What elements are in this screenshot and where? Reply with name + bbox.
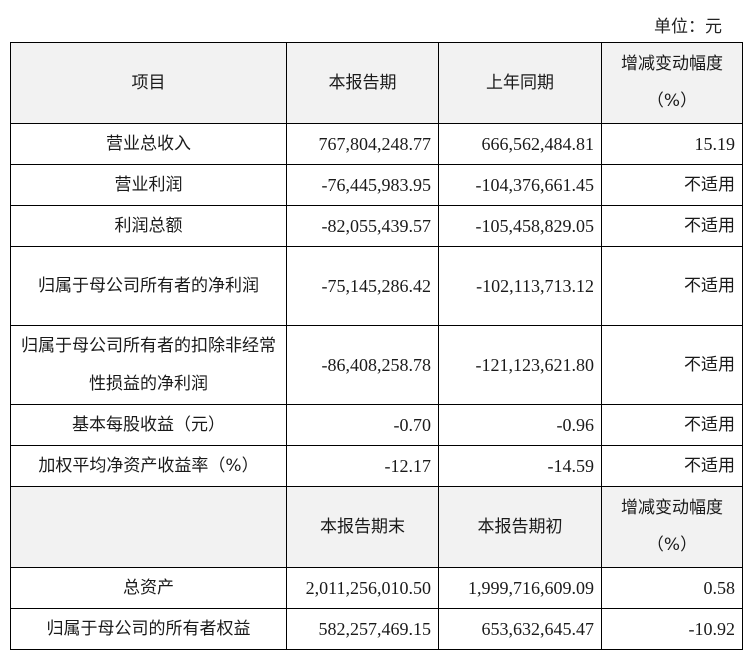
subheader-change-pct: 增减变动幅度（%）: [601, 486, 743, 568]
row-change-value: 不适用: [601, 205, 743, 247]
table-header-row: 项目 本报告期 上年同期 增减变动幅度（%）: [10, 42, 743, 124]
row-current-value: -86,408,258.78: [286, 325, 439, 405]
row-current-value: -82,055,439.57: [286, 205, 439, 247]
row-label: 总资产: [10, 567, 287, 609]
table-row: 归属于母公司的所有者权益 582,257,469.15 653,632,645.…: [10, 608, 743, 650]
row-prior-value: -0.96: [438, 404, 602, 446]
row-label: 归属于母公司所有者的扣除非经常性损益的净利润: [10, 325, 287, 405]
row-prior-value: -104,376,661.45: [438, 164, 602, 206]
row-change-value: 不适用: [601, 164, 743, 206]
row-change-value: -10.92: [601, 608, 743, 650]
subheader-period-end: 本报告期末: [286, 486, 439, 568]
financial-summary-table: 项目 本报告期 上年同期 增减变动幅度（%） 营业总收入 767,804,248…: [10, 42, 743, 650]
header-current-period: 本报告期: [286, 42, 439, 124]
row-prior-value: 1,999,716,609.09: [438, 567, 602, 609]
row-prior-value: 666,562,484.81: [438, 123, 602, 165]
unit-label: 单位：元: [654, 17, 722, 37]
table-row: 加权平均净资产收益率（%） -12.17 -14.59 不适用: [10, 445, 743, 487]
table-row: 总资产 2,011,256,010.50 1,999,716,609.09 0.…: [10, 567, 743, 609]
table-row: 营业总收入 767,804,248.77 666,562,484.81 15.1…: [10, 123, 743, 165]
subheader-period-start: 本报告期初: [438, 486, 602, 568]
row-change-value: 0.58: [601, 567, 743, 609]
row-label: 营业利润: [10, 164, 287, 206]
table-row: 归属于母公司所有者的扣除非经常性损益的净利润 -86,408,258.78 -1…: [10, 325, 743, 405]
header-change-pct: 增减变动幅度（%）: [601, 42, 743, 124]
table-row: 基本每股收益（元） -0.70 -0.96 不适用: [10, 404, 743, 446]
row-label: 加权平均净资产收益率（%）: [10, 445, 287, 487]
row-change-value: 不适用: [601, 246, 743, 326]
row-current-value: 2,011,256,010.50: [286, 567, 439, 609]
table-subheader-row: 本报告期末 本报告期初 增减变动幅度（%）: [10, 486, 743, 568]
row-label: 归属于母公司的所有者权益: [10, 608, 287, 650]
row-current-value: -76,445,983.95: [286, 164, 439, 206]
row-label: 归属于母公司所有者的净利润: [10, 246, 287, 326]
row-label: 利润总额: [10, 205, 287, 247]
table-row: 营业利润 -76,445,983.95 -104,376,661.45 不适用: [10, 164, 743, 206]
row-current-value: -0.70: [286, 404, 439, 446]
row-label: 基本每股收益（元）: [10, 404, 287, 446]
subheader-item: [10, 486, 287, 568]
table-row: 归属于母公司所有者的净利润 -75,145,286.42 -102,113,71…: [10, 246, 743, 326]
row-prior-value: -102,113,713.12: [438, 246, 602, 326]
row-current-value: 582,257,469.15: [286, 608, 439, 650]
header-item: 项目: [10, 42, 287, 124]
header-prior-period: 上年同期: [438, 42, 602, 124]
row-change-value: 不适用: [601, 404, 743, 446]
row-change-value: 15.19: [601, 123, 743, 165]
row-prior-value: -105,458,829.05: [438, 205, 602, 247]
row-label: 营业总收入: [10, 123, 287, 165]
row-change-value: 不适用: [601, 325, 743, 405]
row-current-value: 767,804,248.77: [286, 123, 439, 165]
row-current-value: -12.17: [286, 445, 439, 487]
row-current-value: -75,145,286.42: [286, 246, 439, 326]
row-change-value: 不适用: [601, 445, 743, 487]
row-prior-value: -121,123,621.80: [438, 325, 602, 405]
row-prior-value: -14.59: [438, 445, 602, 487]
row-prior-value: 653,632,645.47: [438, 608, 602, 650]
table-row: 利润总额 -82,055,439.57 -105,458,829.05 不适用: [10, 205, 743, 247]
